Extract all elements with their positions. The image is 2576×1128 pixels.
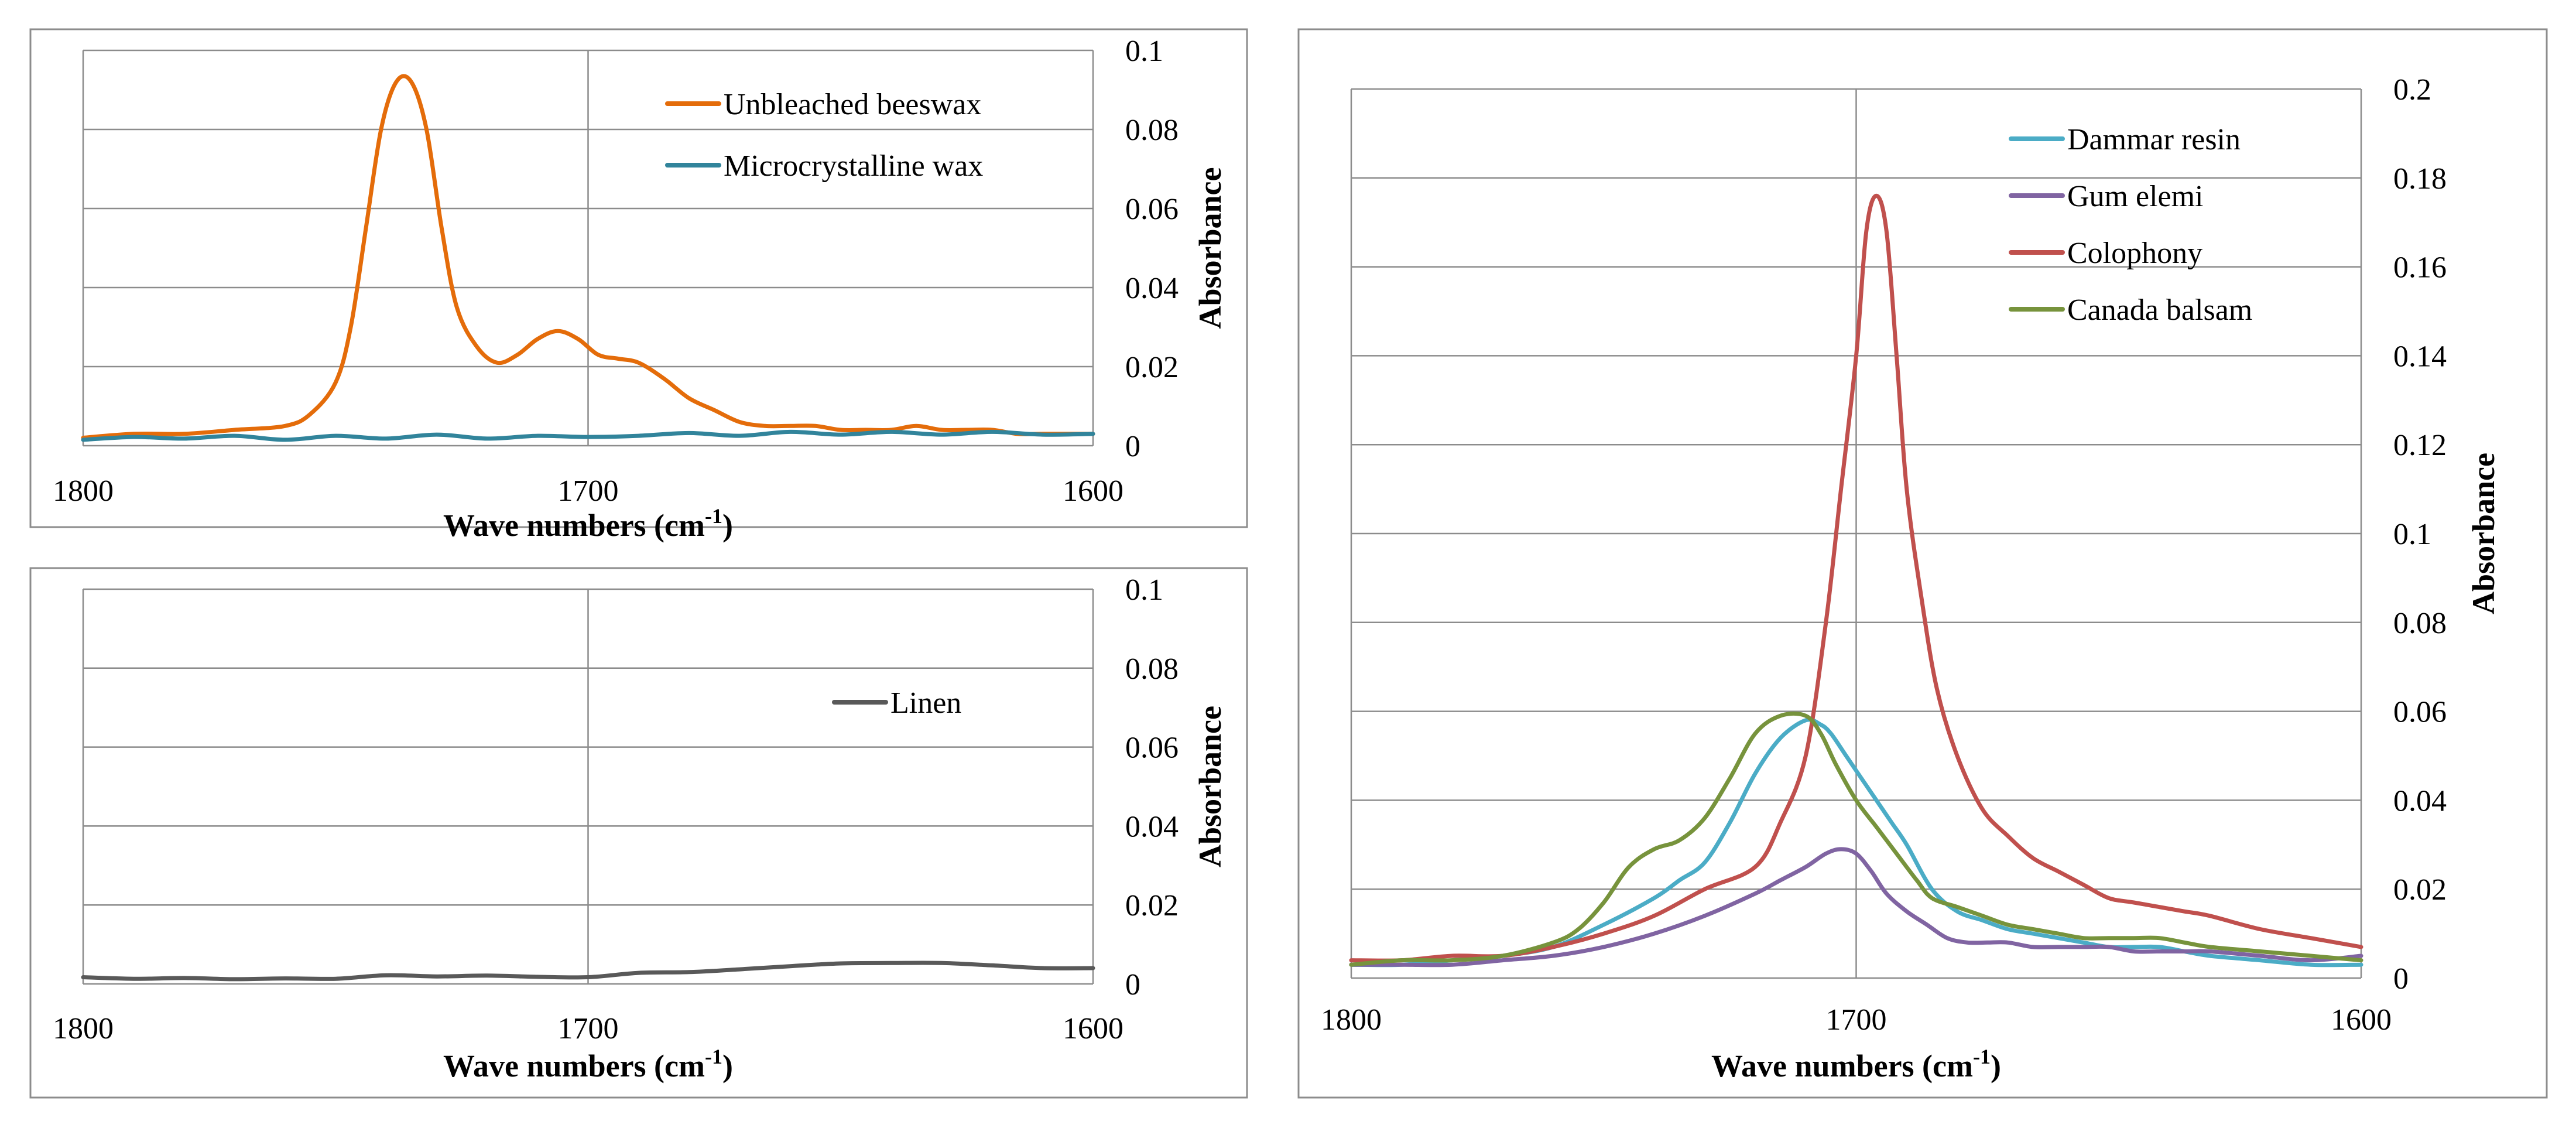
x-axis-title-superscript: -1 [705, 1045, 722, 1068]
chart-panel: 0 0.02 0.04 0.06 0.08 0.1 1800 1700 1600 Wave num… [29, 567, 1248, 1099]
legend-label: Linen [890, 686, 961, 720]
x-tick-label: 1700 [558, 474, 619, 508]
legend-label: Gum elemi [2067, 180, 2204, 213]
x-axis-title-text: Wave numbers (cm [443, 1048, 705, 1083]
y-axis-title: Absorbance [1193, 706, 1228, 867]
y-tick-label: 0.2 [2393, 73, 2431, 107]
y-tick-label: 0.06 [1125, 193, 1179, 226]
panel-border [29, 28, 1248, 528]
legend-label: Unbleached beeswax [724, 88, 981, 121]
x-tick-label: 1800 [53, 1012, 114, 1045]
legend-label: Microcrystalline wax [724, 149, 983, 183]
y-tick-label: 0.12 [2393, 429, 2447, 462]
y-tick-label: 0 [1125, 430, 1140, 463]
y-tick-label: 0.14 [2393, 340, 2447, 373]
x-tick-label: 1800 [1321, 1003, 1382, 1037]
x-axis-title-superscript: -1 [705, 504, 722, 528]
chart-panel: 0 0.02 0.04 0.06 0.08 0.1 1800 1700 1600 Wave num… [29, 28, 1248, 543]
series-line [81, 960, 1095, 982]
panel-border [29, 567, 1248, 1099]
y-tick-label: 0.06 [1125, 732, 1179, 765]
y-tick-label: 0 [2393, 962, 2409, 996]
y-tick-label: 0.08 [1125, 652, 1179, 686]
y-axis-title: Absorbance [1193, 167, 1228, 329]
y-tick-label: 0.1 [1125, 573, 1163, 607]
chart-panel: 0 0.02 0.04 0.06 0.08 0.1 0.12 0.14 0.16 0.18 0.2 1… [1297, 28, 2548, 1099]
y-tick-label: 0.08 [2393, 607, 2447, 640]
x-tick-label: 1600 [1063, 474, 1123, 508]
x-axis-title-text: Wave numbers (cm [1711, 1048, 1973, 1083]
y-tick-label: 0.02 [1125, 889, 1179, 922]
y-tick-label: 0.16 [2393, 251, 2447, 285]
x-axis-title-text: Wave numbers (cm [443, 508, 705, 543]
x-tick-label: 1800 [53, 474, 114, 508]
series-line [1349, 193, 2363, 963]
x-axis-title: Wave numbers (cm-1) [1711, 1045, 2001, 1083]
series-line [81, 74, 1095, 440]
y-tick-label: 0 [1125, 968, 1140, 1001]
y-tick-label: 0.1 [2393, 518, 2431, 551]
y-axis-title: Absorbance [2466, 453, 2501, 614]
x-tick-label: 1600 [1063, 1012, 1123, 1045]
x-axis-title: Wave numbers (cm-1) [443, 1045, 733, 1083]
y-tick-label: 0.1 [1125, 35, 1163, 68]
series-line [1349, 717, 2363, 968]
series-line [81, 429, 1095, 442]
x-axis-title: Wave numbers (cm-1) [443, 504, 733, 543]
y-tick-label: 0.04 [1125, 810, 1179, 843]
x-tick-label: 1600 [2331, 1003, 2392, 1037]
y-tick-label: 0.08 [1125, 114, 1179, 147]
y-tick-label: 0.06 [2393, 696, 2447, 729]
legend-label: Colophony [2067, 237, 2202, 270]
x-tick-label: 1700 [558, 1012, 619, 1045]
x-axis-title-end: ) [722, 508, 733, 543]
panel-border [1297, 28, 2548, 1099]
x-axis-title-end: ) [1991, 1048, 2001, 1083]
y-tick-label: 0.04 [1125, 272, 1179, 305]
y-tick-label: 0.02 [2393, 873, 2447, 907]
x-tick-label: 1700 [1826, 1003, 1887, 1037]
y-tick-label: 0.02 [1125, 351, 1179, 384]
x-axis-title-end: ) [722, 1048, 733, 1083]
legend-label: Canada balsam [2067, 293, 2252, 327]
legend-label: Dammar resin [2067, 123, 2241, 156]
y-tick-label: 0.18 [2393, 162, 2447, 196]
series-line [1349, 711, 2363, 967]
y-tick-label: 0.04 [2393, 784, 2447, 818]
series-line [1349, 847, 2363, 968]
x-axis-title-superscript: -1 [1973, 1045, 1991, 1068]
